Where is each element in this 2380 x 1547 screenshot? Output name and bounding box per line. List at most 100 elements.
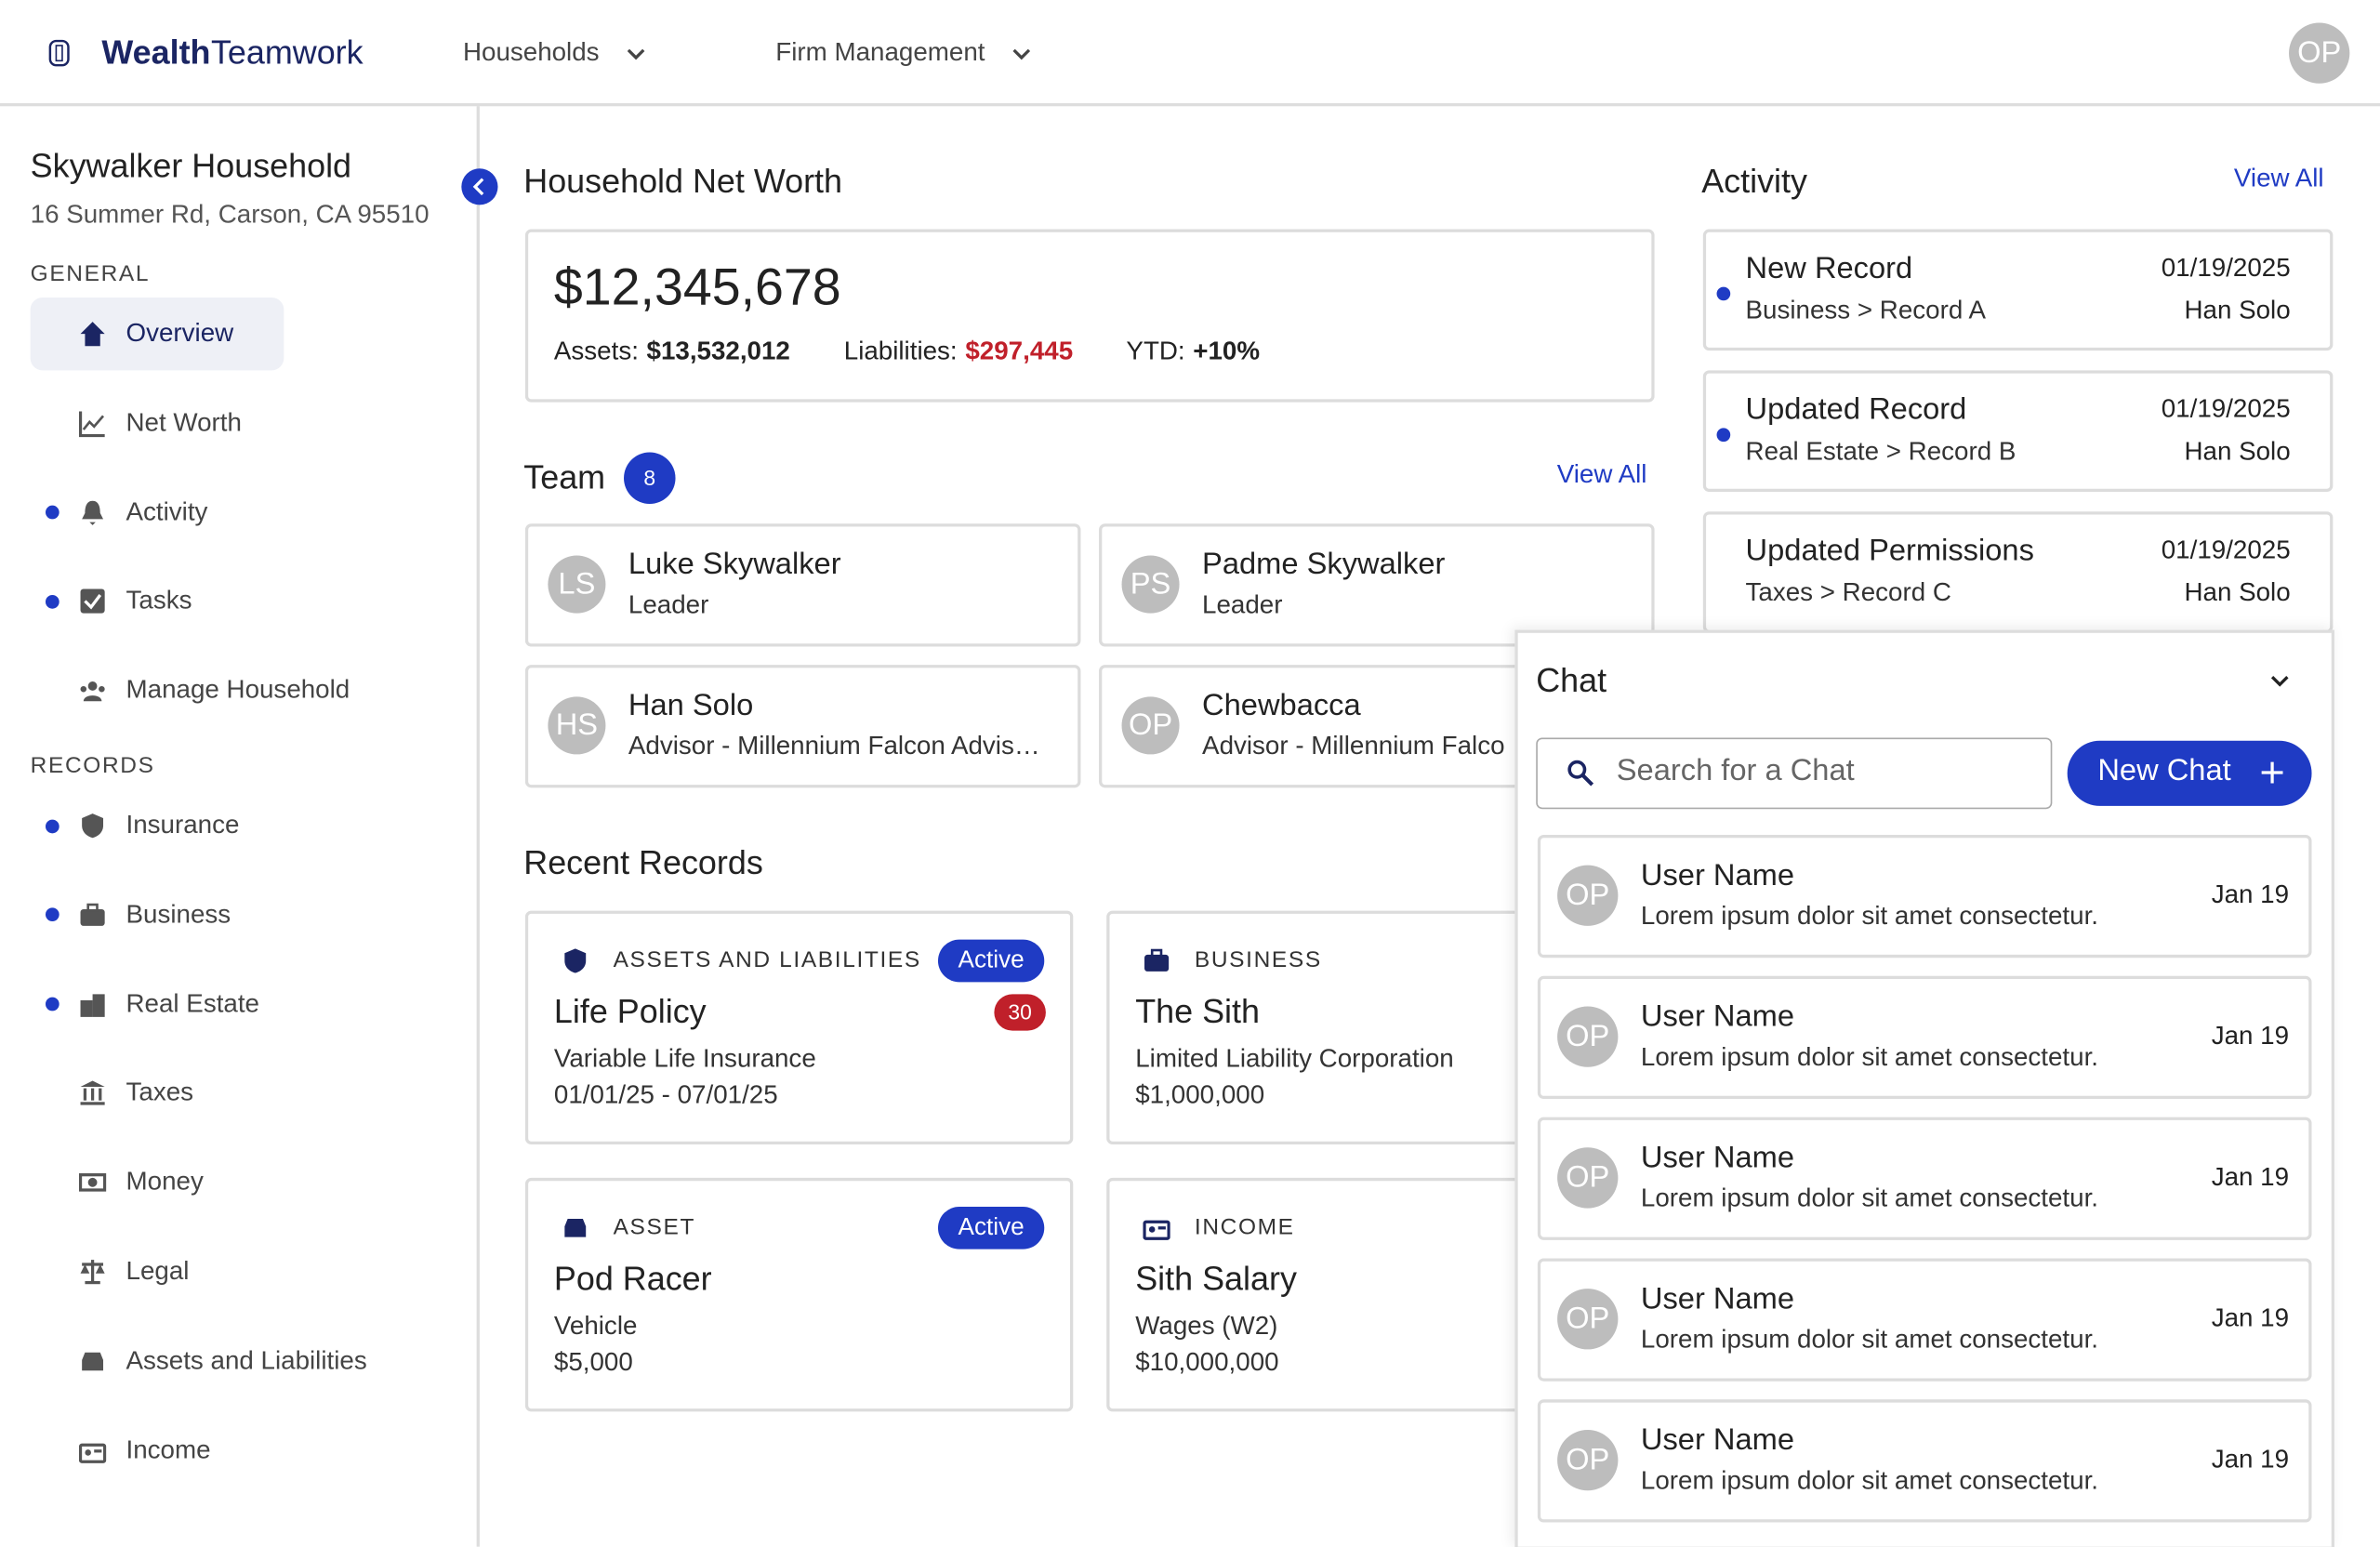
nav-item[interactable]: Insurance <box>126 810 240 840</box>
member-card[interactable] <box>1099 523 1655 647</box>
avatar <box>1557 1289 1619 1350</box>
thread-date: Jan 19 <box>2211 879 2290 909</box>
thread-name: User Name <box>1640 859 1795 892</box>
record-detail: Wages (W2) <box>1135 1311 1278 1341</box>
search-box[interactable] <box>1536 737 2053 810</box>
nav-item[interactable]: Assets and Liabilities <box>126 1345 367 1375</box>
icon-glyph <box>2261 761 2283 784</box>
activity-card[interactable] <box>1702 511 2334 633</box>
nav-item[interactable]: Legal <box>126 1256 190 1286</box>
icon-glyph <box>82 1352 104 1370</box>
nav-item[interactable]: Money <box>126 1167 204 1197</box>
member-name: Chewbacca <box>1202 689 1361 723</box>
activity-user: Han Solo <box>2184 436 2291 466</box>
avatar[interactable] <box>2289 22 2350 84</box>
icon <box>622 41 649 68</box>
icon <box>79 812 106 839</box>
activity-card[interactable] <box>1702 229 2334 351</box>
count-badge-text: 8 <box>643 465 656 490</box>
thread-preview: Lorem ipsum dolor sit amet consectetur. <box>1640 1183 2099 1213</box>
avatar <box>548 696 606 755</box>
nav-item[interactable]: Activity <box>126 496 208 526</box>
icon-glyph <box>2270 676 2289 687</box>
view-all[interactable]: View All <box>1556 459 1647 489</box>
nav-item[interactable]: Real Estate <box>126 988 260 1018</box>
nav-item[interactable]: Overview <box>126 318 234 348</box>
section-title: Household Net Worth <box>523 162 843 201</box>
nav-menu[interactable]: Firm Management <box>775 37 985 67</box>
alert-badge <box>994 994 1046 1031</box>
activity-card[interactable] <box>1702 370 2334 492</box>
member-role: Advisor - Millennium Falcon Advis… <box>628 731 1040 760</box>
nav-item[interactable]: Income <box>126 1435 211 1464</box>
record-name: The Sith <box>1135 992 1260 1031</box>
nav-item[interactable]: Net Worth <box>126 407 242 437</box>
member-role: Leader <box>628 589 709 619</box>
avatar <box>1557 1147 1619 1209</box>
record-detail: Vehicle <box>553 1311 638 1341</box>
icon-glyph <box>564 948 587 973</box>
icon-glyph <box>1567 760 1594 787</box>
avatar-initials: OP <box>2297 36 2342 71</box>
nav-item[interactable]: Business <box>126 899 231 929</box>
icon-glyph <box>1012 48 1031 60</box>
nav-item[interactable]: Taxes <box>126 1078 194 1107</box>
avatar <box>1557 1429 1619 1491</box>
chat-thread[interactable] <box>1537 1258 2312 1382</box>
icon <box>2267 668 2294 694</box>
icon <box>78 1169 107 1196</box>
activity-user: Han Solo <box>2184 577 2291 607</box>
chat-thread[interactable] <box>1537 1117 2312 1240</box>
section-title: Activity <box>1701 162 1807 201</box>
icon-glyph <box>48 39 70 67</box>
icon <box>79 320 106 347</box>
icon <box>79 1347 106 1374</box>
net-worth-total: $12,345,678 <box>553 258 841 317</box>
chat-thread[interactable] <box>1537 834 2312 959</box>
status-text: Active <box>958 1214 1025 1241</box>
icon-glyph <box>80 589 105 615</box>
icon <box>79 498 106 525</box>
member-card[interactable] <box>524 523 1081 647</box>
record-category: ASSET <box>613 1214 696 1240</box>
record-detail: Limited Liability Corporation <box>1135 1043 1454 1073</box>
search-placeholder: Search for a Chat <box>1616 754 1855 788</box>
activity-title: New Record <box>1745 252 1913 285</box>
status-pill <box>937 1206 1045 1250</box>
header <box>0 0 2380 107</box>
activity-path: Business > Record A <box>1745 296 1986 325</box>
icon-glyph <box>78 1442 107 1463</box>
chat-thread[interactable] <box>1537 975 2312 1100</box>
record-extra: $5,000 <box>553 1347 633 1377</box>
nav-item[interactable]: Tasks <box>126 586 192 615</box>
chat-thread[interactable] <box>1537 1399 2312 1523</box>
member-card[interactable] <box>524 665 1081 788</box>
activity-date: 01/19/2025 <box>2161 394 2291 424</box>
collapse-button[interactable] <box>461 168 498 205</box>
view-all[interactable]: View All <box>2233 164 2324 193</box>
icon-glyph <box>82 500 104 525</box>
icon-glyph <box>472 178 484 196</box>
member-role: Leader <box>1202 589 1283 619</box>
thread-preview: Lorem ipsum dolor sit amet consectetur. <box>1640 1465 2099 1495</box>
activity-path: Real Estate > Record B <box>1745 436 2016 466</box>
icon <box>1567 759 1594 787</box>
icon <box>562 1214 588 1241</box>
sidebar-divider <box>476 106 480 1547</box>
logo: Teamwork <box>210 33 364 72</box>
icon-glyph <box>80 1081 105 1106</box>
nav-menu[interactable]: Households <box>462 37 600 67</box>
member-name: Luke Skywalker <box>628 548 841 582</box>
unread-dot <box>45 907 59 922</box>
icon <box>79 588 106 615</box>
icon <box>79 1079 106 1106</box>
icon-glyph <box>80 903 105 926</box>
unread-dot <box>45 594 59 609</box>
active-item[interactable] <box>30 297 284 371</box>
thread-date: Jan 19 <box>2211 1444 2290 1474</box>
icon <box>466 173 493 200</box>
avatar-initials: HS <box>555 708 599 743</box>
avatar-initials: PS <box>1130 567 1171 602</box>
icon <box>79 677 106 704</box>
nav-item[interactable]: Manage Household <box>126 675 350 705</box>
